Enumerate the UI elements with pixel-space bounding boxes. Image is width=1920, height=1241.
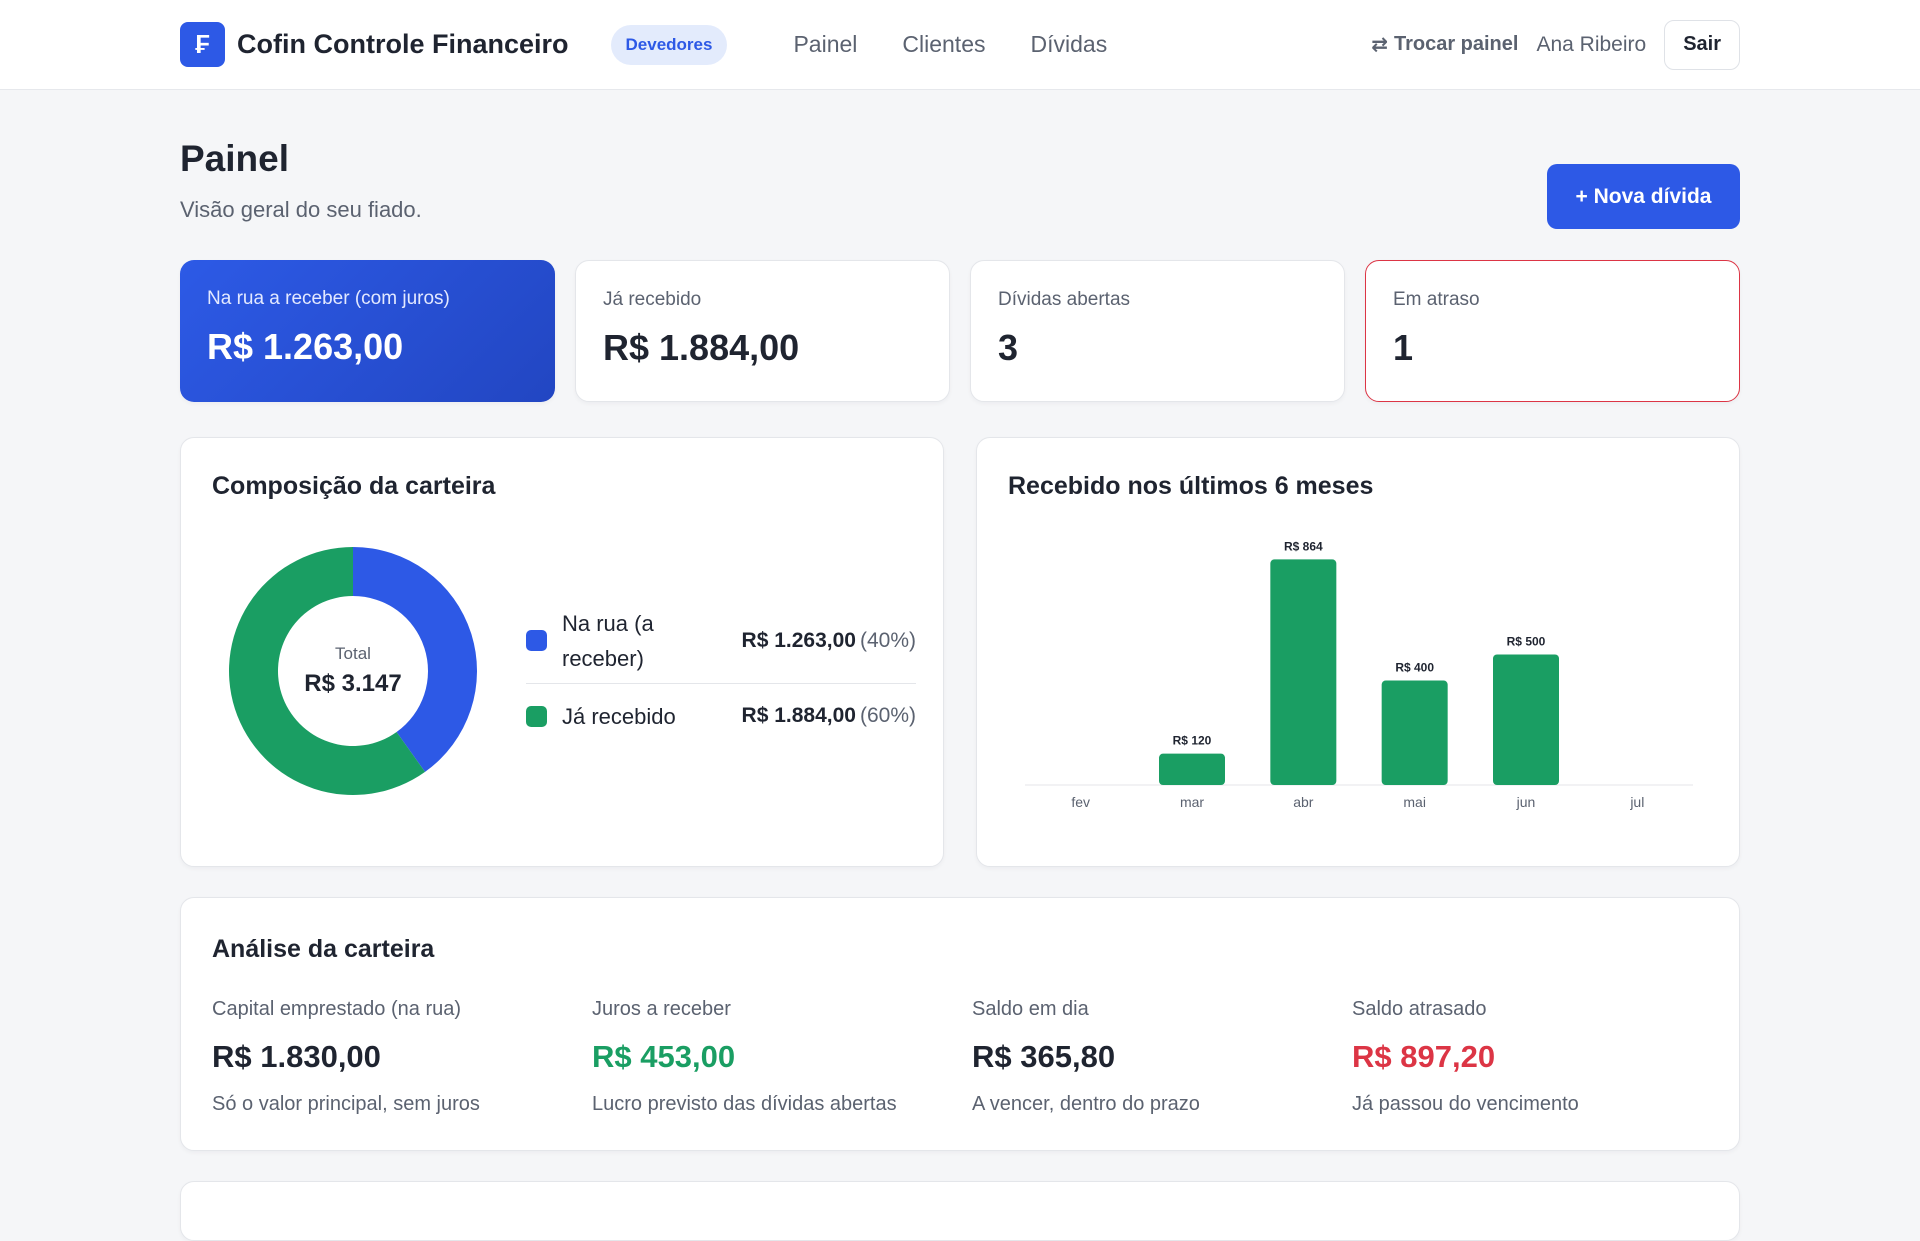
x-tick-label: jul	[1629, 794, 1644, 810]
received-chart-card: Recebido nos últimos 6 meses fev R$ 120 ma…	[976, 437, 1740, 867]
swap-arrows-icon: ⇄	[1371, 34, 1388, 56]
metric-value: R$ 365,80	[972, 1039, 1116, 1074]
metric-label: Juros a receber	[592, 998, 731, 1020]
legend-item-receivable: Na rua (a receber) R$ 1.263,00 (40%)	[526, 598, 916, 684]
donut-total-value: R$ 3.147	[304, 670, 402, 697]
stat-card-receivable: Na rua a receber (com juros) R$ 1.263,00	[180, 260, 555, 402]
next-section-card	[180, 1181, 1740, 1241]
stat-card-overdue: Em atraso 1	[1365, 260, 1740, 402]
stat-card-open-debts: Dívidas abertas 3	[970, 260, 1345, 402]
analysis-card: Análise da carteira Capital emprestado (…	[180, 897, 1740, 1151]
legend-value: R$ 1.884,00 (60%)	[742, 704, 916, 728]
nav-clientes[interactable]: Clientes	[902, 31, 986, 57]
new-debt-button[interactable]: + Nova dívida	[1547, 164, 1740, 229]
user-name: Ana Ribeiro	[1536, 32, 1647, 56]
donut-total-label: Total	[335, 644, 371, 663]
metric-note: Só o valor principal, sem juros	[212, 1093, 480, 1115]
stat-label: Em atraso	[1393, 289, 1480, 310]
main-content: Painel Visão geral do seu fiado. + Nova …	[180, 90, 1740, 1241]
role-badge: Devedores	[610, 24, 728, 65]
stat-cards: Na rua a receber (com juros) R$ 1.263,00…	[180, 260, 1740, 402]
donut-slice-0	[353, 547, 477, 772]
stat-value: R$ 1.884,00	[603, 327, 800, 368]
logout-button[interactable]: Sair	[1664, 19, 1740, 70]
bar-jun	[1493, 654, 1559, 785]
stat-card-received: Já recebido R$ 1.884,00	[575, 260, 950, 402]
user-area: ⇄ Trocar painel Ana Ribeiro Sair	[1371, 19, 1740, 70]
page-title: Painel	[180, 138, 289, 179]
legend-amount: R$ 1.884,00	[741, 704, 856, 727]
bar-mar	[1159, 753, 1225, 785]
legend-swatch-green	[526, 705, 547, 727]
bar-chart: fev R$ 120 mar R$ 864 abr R$ 400 mai R$ 500 jun j…	[1025, 539, 1693, 810]
bar-value-label: R$ 120	[1173, 734, 1212, 748]
donut-center: Total R$ 3.147	[228, 546, 478, 796]
metric-overdue: Saldo atrasado R$ 897,20 Já passou do ve…	[1352, 998, 1732, 1116]
legend-percent: (40%)	[859, 628, 916, 652]
received-chart-title: Recebido nos últimos 6 meses	[1008, 472, 1374, 500]
x-tick-label: jun	[1516, 794, 1536, 810]
legend-item-received: Já recebido R$ 1.884,00 (60%)	[526, 688, 916, 744]
stat-label: Já recebido	[603, 289, 702, 310]
switch-panel-label: Trocar painel	[1393, 33, 1519, 55]
bar-mai	[1381, 680, 1448, 785]
bar-value-label: R$ 400	[1395, 661, 1434, 675]
metric-interest: Juros a receber R$ 453,00 Lucro previsto…	[592, 998, 972, 1116]
bar-value-label: R$ 500	[1507, 634, 1546, 648]
nav-dividas[interactable]: Dívidas	[1030, 31, 1108, 57]
bar-abr	[1270, 559, 1337, 785]
metric-value: R$ 897,20	[1352, 1039, 1496, 1074]
metric-label: Capital emprestado (na rua)	[212, 998, 462, 1020]
legend-value: R$ 1.263,00 (40%)	[742, 629, 916, 653]
stat-value: 1	[1393, 327, 1414, 368]
analysis-title: Análise da carteira	[212, 935, 435, 963]
donut-slice-1	[228, 547, 426, 795]
x-tick-label: abr	[1293, 794, 1314, 810]
composition-card: Composição da carteira Total R$ 3.147 Na…	[180, 437, 944, 867]
x-tick-label: fev	[1071, 794, 1090, 810]
stat-value: R$ 1.263,00	[207, 326, 404, 367]
x-tick-label: mar	[1180, 794, 1204, 810]
legend-amount: R$ 1.263,00	[741, 628, 856, 652]
top-navbar: ₣ Cofin Controle Financeiro Devedores Pa…	[0, 0, 1920, 90]
metric-label: Saldo atrasado	[1352, 998, 1487, 1020]
legend-swatch-blue	[526, 630, 547, 651]
composition-legend: Na rua (a receber) R$ 1.263,00 (40%) Já r…	[526, 598, 916, 744]
composition-title: Composição da carteira	[212, 472, 496, 500]
legend-name: Na rua (a receber)	[562, 610, 654, 671]
metric-note: Já passou do vencimento	[1352, 1093, 1579, 1115]
switch-panel-link[interactable]: ⇄ Trocar painel	[1371, 32, 1518, 57]
page-subtitle: Visão geral do seu fiado.	[180, 197, 422, 222]
nav-painel[interactable]: Painel	[793, 31, 858, 57]
metric-value: R$ 1.830,00	[212, 1039, 381, 1074]
page-header: Painel Visão geral do seu fiado. + Nova …	[180, 90, 1740, 260]
stat-label: Dívidas abertas	[998, 289, 1131, 310]
metric-capital: Capital emprestado (na rua) R$ 1.830,00 …	[212, 998, 592, 1116]
metric-note: Lucro previsto das dívidas abertas	[592, 1093, 897, 1115]
legend-percent: (60%)	[859, 704, 916, 727]
metric-label: Saldo em dia	[972, 998, 1089, 1020]
metric-note: A vencer, dentro do prazo	[972, 1093, 1200, 1115]
stat-value: 3	[998, 327, 1019, 368]
donut-chart: Total R$ 3.147	[228, 546, 478, 796]
bar-value-label: R$ 864	[1284, 539, 1323, 553]
x-tick-label: mai	[1403, 794, 1426, 810]
logo-icon[interactable]: ₣	[180, 22, 225, 67]
metric-on-time: Saldo em dia R$ 365,80 A vencer, dentro …	[972, 998, 1352, 1116]
legend-name: Já recebido	[562, 703, 676, 729]
main-nav: Painel Clientes Dívidas	[793, 31, 1107, 58]
donut-svg	[228, 547, 477, 795]
brand-name[interactable]: Cofin Controle Financeiro	[237, 29, 569, 59]
metric-value: R$ 453,00	[592, 1039, 736, 1074]
analysis-metrics: Capital emprestado (na rua) R$ 1.830,00 …	[212, 998, 1732, 1116]
stat-label: Na rua a receber (com juros)	[207, 288, 450, 309]
